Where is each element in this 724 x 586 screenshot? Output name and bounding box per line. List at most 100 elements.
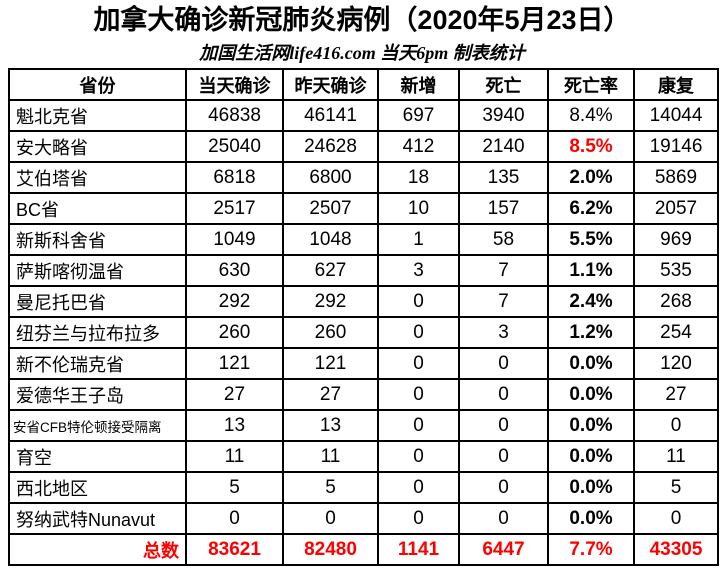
death-rate-cell: 0.0%	[547, 440, 635, 473]
deaths-cell: 0	[458, 502, 549, 535]
province-cell: BC省	[8, 192, 187, 225]
confirmed-today-cell: 11	[185, 440, 284, 473]
confirmed-today-cell: 83621	[185, 533, 284, 566]
death-rate-cell: 1.2%	[547, 316, 635, 349]
covid-stats-table: 省份 当天确诊 昨天确诊 新增 死亡 死亡率 康复 魁北克省 46838 46141…	[8, 68, 719, 566]
death-rate-cell: 1.1%	[547, 254, 635, 287]
confirmed-yesterday-cell: 5	[282, 471, 379, 504]
confirmed-today-cell: 260	[185, 316, 284, 349]
deaths-cell: 157	[458, 192, 549, 225]
recovered-cell: 120	[633, 347, 719, 380]
table-row: 艾伯塔省 6818 6800 18 135 2.0% 5869	[8, 161, 719, 194]
confirmed-today-cell: 0	[185, 502, 284, 535]
table-row: BC省 2517 2507 10 157 6.2% 2057	[8, 192, 719, 225]
death-rate-cell: 8.5%	[547, 130, 635, 163]
deaths-cell: 3	[458, 316, 549, 349]
death-rate-cell: 0.0%	[547, 378, 635, 411]
deaths-cell: 0	[458, 440, 549, 473]
header-row: 省份 当天确诊 昨天确诊 新增 死亡 死亡率 康复	[8, 68, 719, 101]
column-header-new: 新增	[377, 68, 460, 101]
recovered-cell: 0	[633, 502, 719, 535]
confirmed-today-cell: 292	[185, 285, 284, 318]
recovered-cell: 27	[633, 378, 719, 411]
confirmed-yesterday-cell: 121	[282, 347, 379, 380]
confirmed-yesterday-cell: 292	[282, 285, 379, 318]
confirmed-today-cell: 2517	[185, 192, 284, 225]
deaths-cell: 6447	[458, 533, 549, 566]
new-cases-cell: 697	[377, 99, 460, 132]
province-cell: 西北地区	[8, 471, 187, 504]
province-cell: 新不伦瑞克省	[8, 347, 187, 380]
death-rate-cell: 7.7%	[547, 533, 635, 566]
page: 加拿大确诊新冠肺炎病例（2020年5月23日） 加国生活网life416.com…	[0, 4, 724, 566]
confirmed-today-cell: 25040	[185, 130, 284, 163]
death-rate-cell: 2.0%	[547, 161, 635, 194]
column-header-recovered: 康复	[633, 68, 719, 101]
confirmed-today-cell: 121	[185, 347, 284, 380]
province-cell: 爱德华王子岛	[8, 378, 187, 411]
table-row: 新不伦瑞克省 121 121 0 0 0.0% 120	[8, 347, 719, 380]
recovered-cell: 14044	[633, 99, 719, 132]
confirmed-yesterday-cell: 627	[282, 254, 379, 287]
table-row: 纽芬兰与拉布拉多 260 260 0 3 1.2% 254	[8, 316, 719, 349]
death-rate-cell: 2.4%	[547, 285, 635, 318]
deaths-cell: 7	[458, 254, 549, 287]
new-cases-cell: 1141	[377, 533, 460, 566]
confirmed-yesterday-cell: 24628	[282, 130, 379, 163]
recovered-cell: 535	[633, 254, 719, 287]
table-row: 魁北克省 46838 46141 697 3940 8.4% 14044	[8, 99, 719, 132]
new-cases-cell: 0	[377, 316, 460, 349]
confirmed-today-cell: 27	[185, 378, 284, 411]
recovered-cell: 268	[633, 285, 719, 318]
confirmed-yesterday-cell: 13	[282, 409, 379, 442]
deaths-cell: 0	[458, 347, 549, 380]
confirmed-yesterday-cell: 0	[282, 502, 379, 535]
province-cell: 萨斯喀彻温省	[8, 254, 187, 287]
table-row: 萨斯喀彻温省 630 627 3 7 1.1% 535	[8, 254, 719, 287]
new-cases-cell: 10	[377, 192, 460, 225]
table-row: 西北地区 5 5 0 0 0.0% 5	[8, 471, 719, 504]
deaths-cell: 58	[458, 223, 549, 256]
death-rate-cell: 0.0%	[547, 471, 635, 504]
column-header-death-rate: 死亡率	[547, 68, 635, 101]
new-cases-cell: 0	[377, 502, 460, 535]
page-subtitle: 加国生活网life416.com 当天6pm 制表统计	[199, 43, 525, 63]
death-rate-cell: 6.2%	[547, 192, 635, 225]
table-row: 安大略省 25040 24628 412 2140 8.5% 19146	[8, 130, 719, 163]
new-cases-cell: 18	[377, 161, 460, 194]
death-rate-cell: 0.0%	[547, 502, 635, 535]
total-row: 总数 83621 82480 1141 6447 7.7% 43305	[8, 533, 719, 566]
column-header-province: 省份	[8, 68, 187, 101]
confirmed-today-cell: 6818	[185, 161, 284, 194]
province-cell: 新斯科舍省	[8, 223, 187, 256]
province-cell: 安大略省	[8, 130, 187, 163]
new-cases-cell: 0	[377, 471, 460, 504]
new-cases-cell: 0	[377, 347, 460, 380]
recovered-cell: 19146	[633, 130, 719, 163]
confirmed-today-cell: 13	[185, 409, 284, 442]
province-cell: 总数	[8, 533, 187, 566]
deaths-cell: 3940	[458, 99, 549, 132]
province-cell: 曼尼托巴省	[8, 285, 187, 318]
confirmed-yesterday-cell: 6800	[282, 161, 379, 194]
confirmed-today-cell: 630	[185, 254, 284, 287]
recovered-cell: 5	[633, 471, 719, 504]
province-cell: 魁北克省	[8, 99, 187, 132]
death-rate-cell: 8.4%	[547, 99, 635, 132]
confirmed-yesterday-cell: 260	[282, 316, 379, 349]
death-rate-cell: 0.0%	[547, 409, 635, 442]
table-row: 育空 11 11 0 0 0.0% 11	[8, 440, 719, 473]
page-title: 加拿大确诊新冠肺炎病例（2020年5月23日）	[93, 5, 631, 35]
table-row: 曼尼托巴省 292 292 0 7 2.4% 268	[8, 285, 719, 318]
recovered-cell: 254	[633, 316, 719, 349]
deaths-cell: 0	[458, 471, 549, 504]
deaths-cell: 135	[458, 161, 549, 194]
table-row: 安省CFB特伦顿接受隔离 13 13 0 0 0.0% 0	[8, 409, 719, 442]
recovered-cell: 2057	[633, 192, 719, 225]
confirmed-yesterday-cell: 1048	[282, 223, 379, 256]
new-cases-cell: 0	[377, 285, 460, 318]
confirmed-yesterday-cell: 46141	[282, 99, 379, 132]
recovered-cell: 0	[633, 409, 719, 442]
new-cases-cell: 412	[377, 130, 460, 163]
table-row: 新斯科舍省 1049 1048 1 58 5.5% 969	[8, 223, 719, 256]
